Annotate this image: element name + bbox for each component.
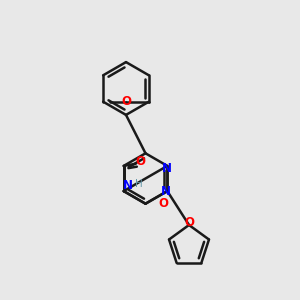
Text: O: O bbox=[122, 94, 131, 108]
Text: N: N bbox=[162, 162, 172, 176]
Text: N: N bbox=[161, 184, 171, 198]
Text: N: N bbox=[123, 178, 133, 192]
Text: H: H bbox=[135, 178, 142, 189]
Text: O: O bbox=[184, 216, 194, 229]
Text: O: O bbox=[158, 197, 169, 210]
Text: O: O bbox=[135, 155, 145, 168]
